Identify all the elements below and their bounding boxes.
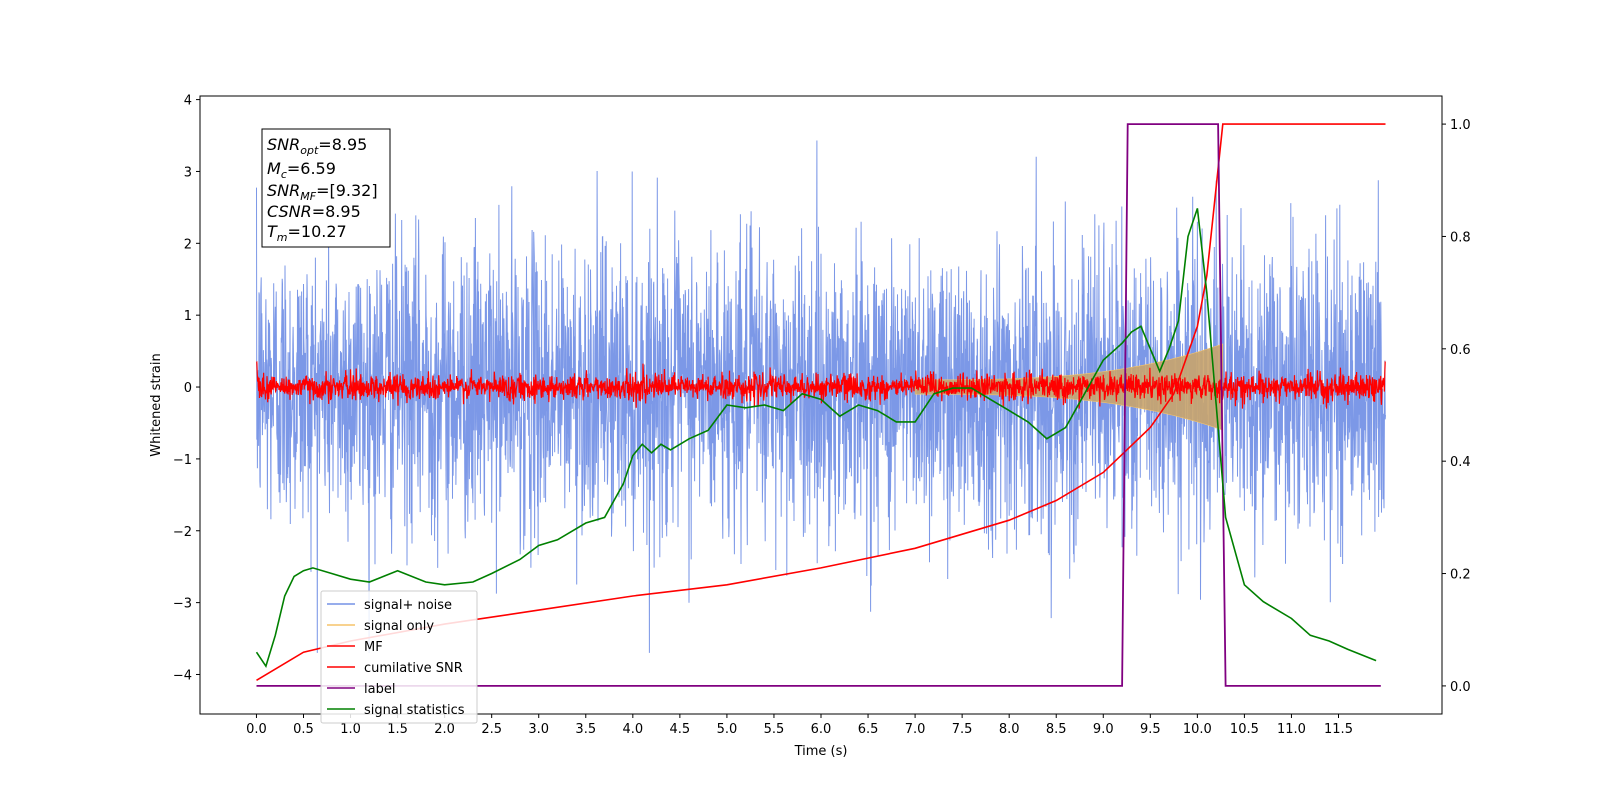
legend-item-signal-only: signal only xyxy=(327,619,434,634)
x-tick-label: 6.0 xyxy=(811,722,832,737)
y-left-tick-label: 0 xyxy=(184,381,192,396)
annotation-tm: Tm=10.27 xyxy=(267,222,347,244)
y-left-tick-label: 1 xyxy=(184,309,192,324)
y-right-tick-label: 0.8 xyxy=(1450,230,1471,245)
annotation-snr-opt: SNRopt=8.95 xyxy=(267,135,367,157)
x-tick-label: 1.5 xyxy=(387,722,408,737)
x-tick-label: 2.0 xyxy=(434,722,455,737)
legend-item-mf: MF xyxy=(327,640,383,655)
series-label xyxy=(256,123,1381,687)
series-signal-noise xyxy=(256,140,1386,653)
x-tick-label: 8.0 xyxy=(999,722,1020,737)
series-signal-statistics xyxy=(255,208,1377,669)
y-right-tick-label: 0.0 xyxy=(1450,680,1471,695)
legend-item-signal-statistics: signal statistics xyxy=(327,703,465,718)
y-axis-label: Whitened strain xyxy=(149,353,164,456)
x-tick-label: 11.5 xyxy=(1324,722,1353,737)
legend-label: MF xyxy=(364,640,383,655)
y-ticks-right: 1.0 0.8 0.6 0.4 0.2 0.0 xyxy=(1442,118,1471,695)
legend-label: signal only xyxy=(364,619,434,634)
y-right-tick-label: 1.0 xyxy=(1450,118,1471,133)
x-tick-label: 11.0 xyxy=(1277,722,1306,737)
y-left-tick-label: −3 xyxy=(173,597,192,612)
legend: signal+ noise signal only MF cumilative … xyxy=(320,590,478,724)
x-tick-label: 6.5 xyxy=(858,722,879,737)
x-tick-label: 10.5 xyxy=(1230,722,1259,737)
annotation-csnr: CSNR=8.95 xyxy=(267,202,361,221)
x-tick-label: 7.0 xyxy=(905,722,926,737)
x-axis-label: Time (s) xyxy=(794,744,848,759)
y-ticks-left: 4 3 2 1 0 −1 −2 −3 −4 xyxy=(173,94,200,683)
x-tick-label: 5.0 xyxy=(717,722,738,737)
x-tick-label: 8.5 xyxy=(1046,722,1067,737)
legend-item-cumulative-snr: cumilative SNR xyxy=(327,661,463,676)
legend-frame xyxy=(320,590,478,724)
legend-item-label: label xyxy=(327,682,395,697)
y-left-tick-label: −1 xyxy=(173,453,192,468)
annotation-mc: Mc=6.59 xyxy=(267,159,336,181)
y-left-tick-label: 4 xyxy=(184,94,192,109)
series-mf xyxy=(256,361,1386,409)
x-tick-label: 1.0 xyxy=(340,722,361,737)
y-right-tick-label: 0.2 xyxy=(1450,568,1471,583)
y-left-tick-label: −2 xyxy=(173,525,192,540)
annotation-frame xyxy=(261,128,391,248)
x-tick-label: 4.5 xyxy=(670,722,691,737)
y-left-tick-label: 2 xyxy=(184,237,192,252)
legend-label: signal+ noise xyxy=(364,598,452,613)
x-tick-label: 0.0 xyxy=(246,722,267,737)
x-tick-label: 10.0 xyxy=(1183,722,1212,737)
x-tick-label: 3.5 xyxy=(575,722,596,737)
legend-label: cumilative SNR xyxy=(364,661,463,676)
y-left-tick-label: 3 xyxy=(184,165,192,180)
y-right-tick-label: 0.6 xyxy=(1450,343,1471,358)
x-tick-label: 3.0 xyxy=(528,722,549,737)
y-left-tick-label: −4 xyxy=(173,668,192,683)
x-tick-label: 0.5 xyxy=(293,722,314,737)
legend-item-signal-noise: signal+ noise xyxy=(327,598,452,613)
x-tick-label: 4.0 xyxy=(622,722,643,737)
x-tick-label: 2.5 xyxy=(481,722,502,737)
annotation-box: SNRopt=8.95 Mc=6.59 SNRMF=[9.32] CSNR=8.… xyxy=(261,128,391,248)
x-tick-label: 9.0 xyxy=(1093,722,1114,737)
legend-label: label xyxy=(364,682,395,697)
x-ticks: 0.0 0.5 1.0 1.5 2.0 2.5 3.0 3.5 4.0 4.5 5.0 5.5 6.0 6… xyxy=(246,714,1353,737)
y-right-tick-label: 0.4 xyxy=(1450,455,1471,470)
annotation-snr-mf: SNRMF=[9.32] xyxy=(267,181,378,203)
x-tick-label: 9.5 xyxy=(1140,722,1161,737)
x-tick-label: 7.5 xyxy=(952,722,973,737)
x-tick-label: 5.5 xyxy=(764,722,785,737)
legend-label: signal statistics xyxy=(364,703,465,718)
